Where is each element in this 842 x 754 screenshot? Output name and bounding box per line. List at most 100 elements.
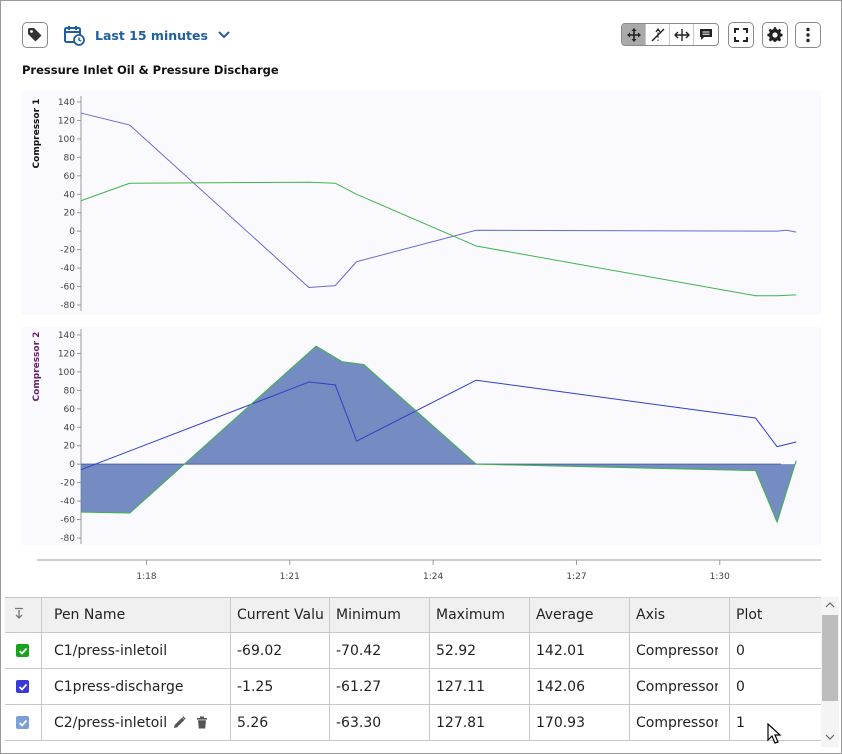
series-line-2 bbox=[80, 181, 797, 297]
y-tick-label: 140 bbox=[58, 331, 75, 341]
pen-name: C1/press-inletoil bbox=[54, 642, 168, 659]
crosshair-tool-button[interactable] bbox=[646, 24, 670, 45]
more-options-button[interactable] bbox=[795, 22, 821, 48]
plot-area-background bbox=[21, 91, 821, 315]
y-tick-label: -40 bbox=[60, 264, 75, 274]
table-row[interactable]: C1/press-inletoil -69.02 -70.42 52.92 14… bbox=[5, 633, 821, 669]
x-tick-label: 1:21 bbox=[280, 572, 300, 582]
pen-axis: Compressor bbox=[636, 678, 718, 695]
pen-visibility-checkbox[interactable] bbox=[16, 716, 29, 729]
table-row[interactable]: C2/press-inletoil 5.26 -63.30 127.81 170… bbox=[5, 705, 821, 741]
pen-name: C2/press-inletoil bbox=[54, 714, 168, 731]
kebab-menu-icon bbox=[806, 27, 810, 43]
header-pen-name[interactable]: Pen Name bbox=[54, 607, 126, 623]
y-tick-label: 60 bbox=[64, 172, 76, 182]
horizontal-zoom-icon bbox=[673, 28, 690, 41]
pen-visibility-checkbox[interactable] bbox=[16, 680, 29, 693]
fullscreen-icon bbox=[734, 28, 748, 42]
pan-tool-button[interactable] bbox=[622, 24, 646, 45]
sort-column-button[interactable] bbox=[13, 607, 33, 623]
horizontal-zoom-tool-button[interactable] bbox=[670, 24, 694, 45]
pen-maximum: 127.11 bbox=[436, 678, 485, 695]
calendar-clock-icon bbox=[64, 26, 85, 46]
chevron-down-icon[interactable] bbox=[218, 30, 230, 40]
y-tick-label: -80 bbox=[60, 534, 75, 544]
time-range-selector[interactable]: Last 15 minutes bbox=[63, 21, 230, 49]
series-line-2 bbox=[80, 345, 797, 523]
pen-current-value: -1.25 bbox=[237, 678, 274, 695]
table-row[interactable]: C1press-discharge -1.25 -61.27 127.11 14… bbox=[5, 669, 821, 705]
tag-button[interactable] bbox=[22, 22, 48, 48]
pen-visibility-checkbox[interactable] bbox=[16, 644, 29, 657]
y-tick-label: 0 bbox=[69, 460, 75, 470]
settings-button[interactable] bbox=[762, 22, 788, 48]
pencil-icon[interactable] bbox=[173, 716, 186, 729]
gear-icon bbox=[767, 27, 783, 42]
trash-icon[interactable] bbox=[196, 716, 208, 729]
pen-maximum: 127.81 bbox=[436, 714, 485, 731]
pan-icon bbox=[626, 27, 641, 42]
pen-average: 142.06 bbox=[536, 678, 585, 695]
pen-plot: 0 bbox=[736, 678, 745, 695]
y-tick-label: 140 bbox=[58, 98, 75, 108]
tag-icon bbox=[28, 28, 42, 42]
y-tick-label: -60 bbox=[60, 516, 75, 526]
mouse-cursor-icon bbox=[767, 723, 782, 744]
y-tick-label: 20 bbox=[64, 209, 76, 219]
trend-chart[interactable]: 140 120 100 80 60 40 20 0 -20 -40 -60 -80 Compressor… bbox=[1, 1, 842, 591]
table-header-row: Pen Name Current Valu Minimum Maximum Av… bbox=[5, 597, 821, 634]
annotation-tool-button[interactable] bbox=[694, 24, 718, 45]
pen-minimum: -70.42 bbox=[336, 642, 382, 659]
y-tick-label: 80 bbox=[64, 153, 76, 163]
chart-title: Pressure Inlet Oil & Pressure Discharge bbox=[22, 63, 279, 77]
scrollbar-thumb[interactable] bbox=[822, 615, 838, 701]
series-area bbox=[81, 346, 797, 523]
y-tick-label: -80 bbox=[60, 301, 75, 311]
y-tick-label: 40 bbox=[64, 423, 76, 433]
pen-minimum: -61.27 bbox=[336, 678, 382, 695]
y-tick-label: -20 bbox=[60, 246, 75, 256]
pen-minimum: -63.30 bbox=[336, 714, 382, 731]
y-tick-label: -20 bbox=[60, 479, 75, 489]
y-tick-label: 60 bbox=[64, 405, 76, 415]
pen-axis: Compressor bbox=[636, 642, 718, 659]
sort-icon bbox=[15, 607, 23, 619]
y-tick-label: 100 bbox=[58, 135, 75, 145]
fullscreen-button[interactable] bbox=[728, 22, 754, 48]
pen-plot: 0 bbox=[736, 642, 745, 659]
header-current-value[interactable]: Current Valu bbox=[237, 607, 324, 623]
pen-axis: Compressor bbox=[636, 714, 718, 731]
y-tick-label: 0 bbox=[69, 227, 75, 237]
y-axis-title: Compressor 1 bbox=[32, 99, 42, 169]
x-tick-label: 1:24 bbox=[423, 572, 443, 582]
scroll-up-icon[interactable] bbox=[821, 599, 839, 611]
header-minimum[interactable]: Minimum bbox=[336, 607, 401, 623]
y-tick-label: 20 bbox=[64, 442, 76, 452]
series-line-1 bbox=[80, 112, 797, 288]
y-axis-title: Compressor 2 bbox=[32, 332, 42, 402]
pen-average: 142.01 bbox=[536, 642, 585, 659]
header-axis[interactable]: Axis bbox=[636, 607, 666, 623]
scroll-down-icon[interactable] bbox=[821, 731, 839, 743]
table-scrollbar[interactable] bbox=[821, 597, 839, 747]
pen-current-value: 5.26 bbox=[237, 714, 269, 731]
x-tick-label: 1:27 bbox=[566, 572, 586, 582]
time-range-label: Last 15 minutes bbox=[95, 27, 208, 43]
pen-plot: 1 bbox=[736, 714, 745, 731]
y-tick-label: 120 bbox=[58, 349, 75, 359]
header-maximum[interactable]: Maximum bbox=[436, 607, 505, 623]
checkmark-icon bbox=[18, 647, 27, 655]
header-average[interactable]: Average bbox=[536, 607, 594, 623]
annotation-icon bbox=[699, 29, 712, 40]
checkmark-icon bbox=[18, 719, 27, 727]
header-plot[interactable]: Plot bbox=[736, 607, 763, 623]
chart-tool-group bbox=[621, 23, 719, 46]
crosshair-icon bbox=[651, 27, 664, 41]
y-tick-label: 100 bbox=[58, 368, 75, 378]
y-tick-label: 40 bbox=[64, 190, 76, 200]
pen-table: Pen Name Current Valu Minimum Maximum Av… bbox=[5, 597, 821, 747]
x-tick-label: 1:18 bbox=[136, 572, 156, 582]
y-tick-label: -40 bbox=[60, 497, 75, 507]
y-tick-label: 120 bbox=[58, 116, 75, 126]
